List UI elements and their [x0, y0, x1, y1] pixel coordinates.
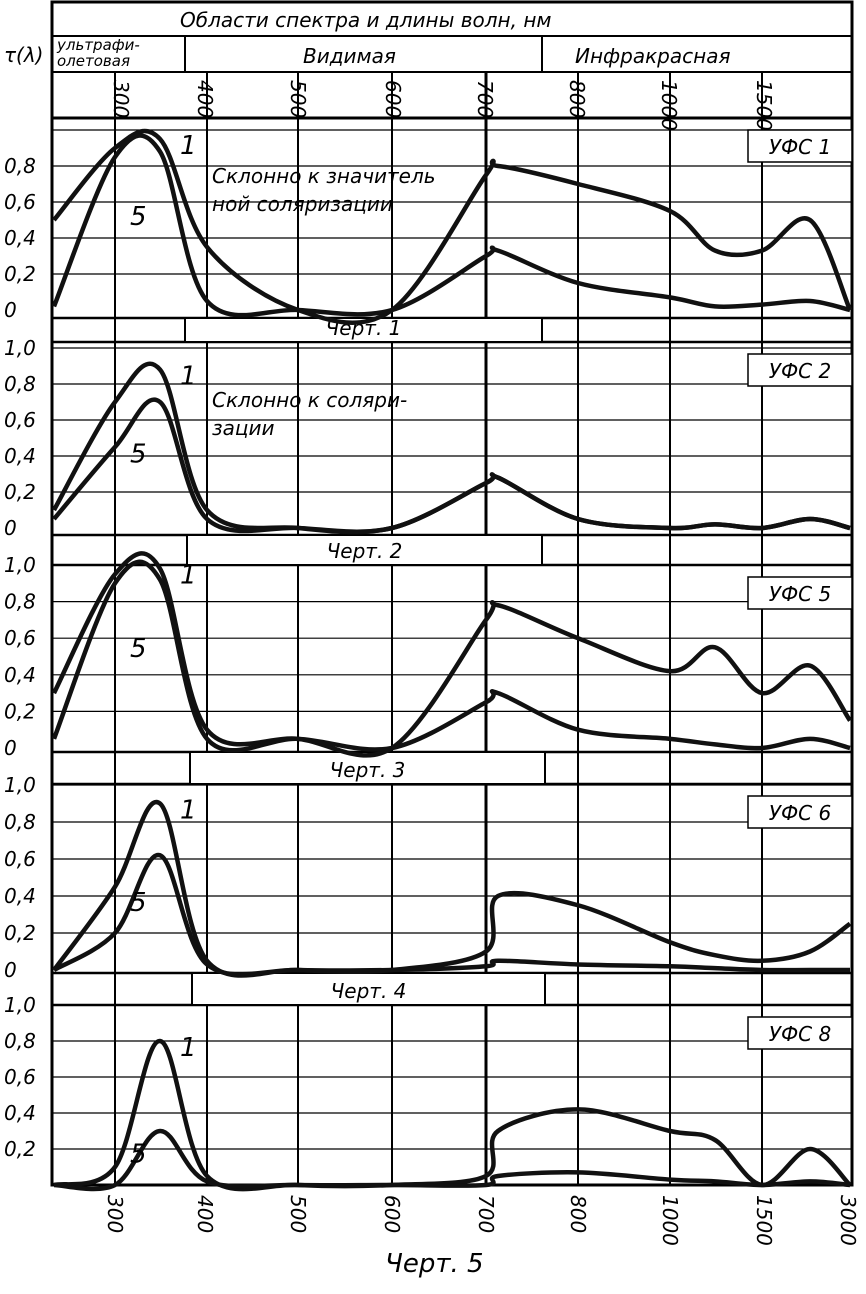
- panel-2: 0 0,2 0,4 0,6 0,8 1,0 Черт. 2 УФС 2 Склонно к со…: [4, 336, 853, 567]
- panel-note-line: зации: [212, 416, 275, 440]
- y-tick-label: 0,4: [4, 226, 36, 250]
- panel-note-line: ной соляризации: [212, 192, 393, 216]
- series-label-1: 1: [180, 362, 197, 392]
- y-tick-label: 1,0: [4, 553, 36, 577]
- series-label-1: 1: [180, 131, 197, 161]
- series-label-5: 5: [130, 439, 147, 469]
- filter-name-box: [747, 129, 853, 163]
- series-1-line: [52, 361, 851, 535]
- series-label-5: 5: [130, 1140, 147, 1170]
- filter-name: УФС 5: [769, 582, 831, 606]
- region-infrared: Инфракрасная: [575, 44, 730, 68]
- filter-name: УФС 1: [769, 135, 831, 159]
- region-uv-line2: олетовая: [57, 52, 130, 70]
- series-1-line: [52, 128, 853, 325]
- bottom-tick-700: 700: [474, 1195, 498, 1233]
- filter-name-box: [747, 1016, 853, 1050]
- y-tick-label: 0,2: [4, 699, 36, 723]
- bottom-tick-1500: 1500: [752, 1195, 776, 1246]
- filter-name: УФС 2: [769, 359, 831, 383]
- y-tick-label: 0,8: [4, 372, 36, 396]
- y-tick-label: 0,6: [4, 847, 36, 871]
- y-tick-label: 0,4: [4, 444, 36, 468]
- panel-caption: Черт. 4: [331, 979, 407, 1003]
- y-tick-label: 0,8: [4, 154, 36, 178]
- bottom-tick-500: 500: [286, 1195, 310, 1233]
- caption-box: [191, 972, 546, 1006]
- filter-name: УФС 6: [769, 801, 831, 825]
- series-5-line: [52, 853, 850, 977]
- filter-name-box: [747, 353, 853, 387]
- y-tick-label: 0,6: [4, 626, 36, 650]
- y-tick-label: 0,2: [4, 262, 36, 286]
- y-tick-label: 0: [4, 298, 17, 322]
- bottom-wavelength-ticks: 300 400 500 600 700 800 1000 1500 3000: [103, 1195, 860, 1246]
- series-5-line: [53, 1128, 851, 1192]
- vertical-gridlines: [114, 72, 763, 1185]
- series-5-line: [52, 397, 851, 534]
- series-5-line: [51, 133, 851, 318]
- y-tick-label: 0,4: [4, 1101, 36, 1125]
- bottom-tick-300: 300: [103, 1195, 127, 1233]
- y-tick-label: 0,6: [4, 190, 36, 214]
- panel-3: 0 0,2 0,4 0,6 0,8 1,0 Черт. 3 УФС 5 1 5: [4, 551, 853, 786]
- bottom-tick-600: 600: [380, 1195, 404, 1233]
- bottom-tick-800: 800: [566, 1195, 590, 1233]
- y-tick-label: 1,0: [4, 336, 36, 360]
- y-tick-label: 0,4: [4, 663, 36, 687]
- bottom-tick-1000: 1000: [658, 1195, 682, 1246]
- bottom-tick-3000: 3000: [836, 1195, 860, 1246]
- series-label-1: 1: [180, 561, 197, 591]
- y-axis-label: τ(λ): [4, 43, 43, 67]
- series-label-1: 1: [180, 1033, 197, 1063]
- region-visible: Видимая: [303, 44, 396, 68]
- series-label-5: 5: [130, 888, 147, 918]
- series-1-line: [52, 799, 852, 978]
- series-label-1: 1: [180, 796, 197, 826]
- filter-name: УФС 8: [769, 1022, 831, 1046]
- series-label-5: 5: [130, 202, 147, 232]
- y-tick-label: 0,8: [4, 810, 36, 834]
- y-tick-label: 0,2: [4, 480, 36, 504]
- figure-caption: Черт. 5: [385, 1249, 484, 1279]
- region-uv-line1: ультрафи-: [56, 36, 140, 54]
- y-tick-label: 0,4: [4, 884, 36, 908]
- caption-box: [186, 534, 543, 566]
- header-tick-300: 300: [109, 80, 133, 118]
- panel-caption: Черт. 3: [330, 758, 406, 782]
- y-tick-label: 0: [4, 736, 17, 760]
- y-tick-label: 0,6: [4, 1065, 36, 1089]
- y-tick-label: 0,8: [4, 1029, 36, 1053]
- y-tick-label: 0,2: [4, 921, 36, 945]
- header-tick-400: 400: [193, 80, 217, 118]
- panel-note-line: Склонно к соляри-: [212, 388, 407, 412]
- series-label-5: 5: [130, 634, 147, 664]
- bottom-tick-400: 400: [193, 1195, 217, 1233]
- series-1-line: [51, 551, 852, 758]
- panel-5: 0,2 0,4 0,6 0,8 1,0 УФС 8 1 5: [4, 993, 853, 1192]
- header-title: Области спектра и длины волн, нм: [180, 8, 551, 32]
- y-tick-label: 0,6: [4, 408, 36, 432]
- y-tick-label: 0,2: [4, 1137, 36, 1161]
- panel-note-line: Склонно к значитель: [212, 164, 436, 188]
- y-tick-label: 1,0: [4, 773, 36, 797]
- filter-name-box: [747, 795, 853, 829]
- y-tick-label: 0: [4, 516, 17, 540]
- y-tick-label: 1,0: [4, 993, 36, 1017]
- filter-name-box: [747, 576, 853, 610]
- panel-4: 0 0,2 0,4 0,6 0,8 1,0 Черт. 4 УФС 6 1 5: [4, 773, 853, 1007]
- y-tick-label: 0,8: [4, 590, 36, 614]
- panel-caption: Черт. 2: [327, 539, 403, 563]
- series-5-line: [51, 559, 851, 753]
- series-1-line: [53, 1038, 852, 1192]
- y-tick-label: 0: [4, 958, 17, 982]
- header-tick-1500: 1500: [752, 80, 776, 131]
